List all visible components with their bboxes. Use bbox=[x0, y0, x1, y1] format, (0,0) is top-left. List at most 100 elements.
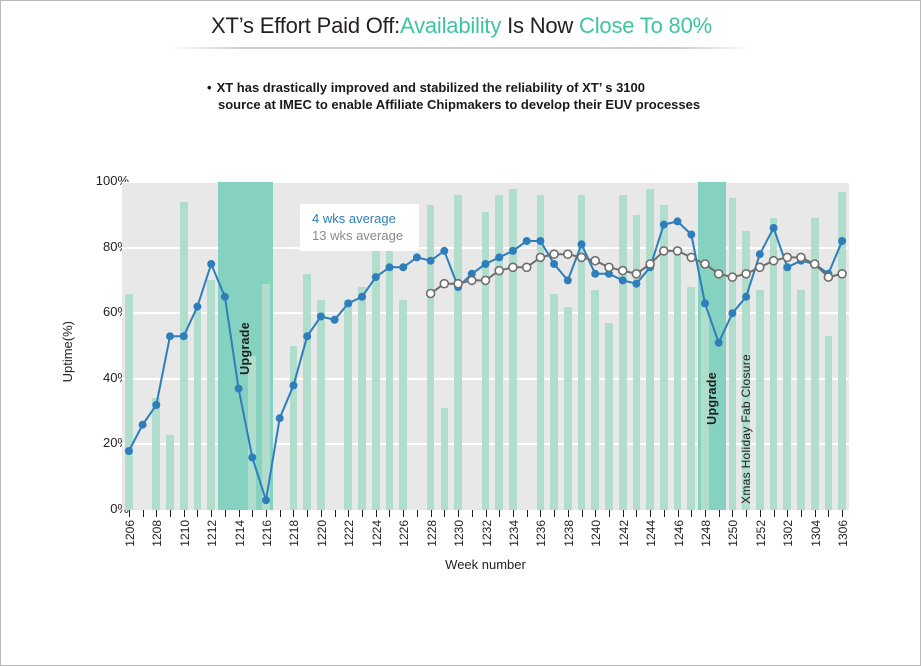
bar bbox=[673, 250, 682, 510]
x-axis-tick bbox=[842, 510, 844, 517]
data-point-marker bbox=[275, 414, 284, 423]
x-axis-tick bbox=[211, 510, 213, 517]
data-point-marker bbox=[536, 237, 545, 245]
bar bbox=[605, 323, 613, 510]
data-point-marker bbox=[576, 252, 587, 263]
data-point-marker bbox=[426, 256, 435, 265]
data-point-marker bbox=[728, 309, 737, 318]
x-axis-tick bbox=[279, 510, 281, 517]
data-point-marker bbox=[453, 278, 463, 289]
x-axis-tick-label: 1206 bbox=[122, 520, 137, 547]
data-point-marker bbox=[138, 420, 147, 429]
line-series-svg bbox=[124, 217, 847, 505]
data-point-marker bbox=[742, 292, 751, 301]
data-point-marker bbox=[591, 269, 600, 278]
data-point-marker bbox=[714, 338, 723, 347]
bar bbox=[317, 300, 325, 510]
x-axis-tick-label: 1228 bbox=[424, 520, 439, 547]
x-axis-tick bbox=[499, 510, 501, 517]
data-point-marker bbox=[508, 262, 518, 273]
data-point-marker bbox=[796, 252, 806, 263]
data-point-marker bbox=[782, 252, 793, 263]
x-axis-tick bbox=[650, 510, 652, 517]
data-point-marker bbox=[124, 447, 133, 455]
data-point-marker bbox=[618, 276, 627, 285]
x-axis-tick bbox=[636, 510, 638, 517]
x-axis-tick bbox=[814, 510, 816, 517]
bar bbox=[248, 355, 257, 510]
data-point-marker bbox=[344, 299, 353, 308]
x-axis-tick bbox=[540, 510, 542, 517]
bar bbox=[152, 398, 161, 510]
x-axis-tick bbox=[828, 510, 830, 517]
bar bbox=[687, 286, 696, 510]
data-point-marker bbox=[838, 237, 847, 245]
bar bbox=[166, 434, 174, 510]
x-axis-tick bbox=[458, 510, 460, 517]
data-point-marker bbox=[207, 260, 216, 268]
y-axis-tick-label: 100% bbox=[95, 173, 129, 188]
data-point-marker bbox=[741, 269, 751, 279]
data-point-marker bbox=[617, 265, 628, 276]
data-point-marker bbox=[727, 272, 738, 282]
x-axis-tick bbox=[430, 510, 432, 517]
data-point-marker bbox=[645, 259, 655, 269]
data-point-marker bbox=[769, 223, 778, 232]
bar bbox=[371, 231, 380, 510]
bar bbox=[125, 293, 133, 510]
data-point-marker bbox=[632, 279, 641, 288]
page-title: XT’s Effort Paid Off:Availability Is Now… bbox=[211, 13, 712, 39]
x-axis-tick-label: 1302 bbox=[781, 520, 796, 547]
bar bbox=[495, 195, 504, 510]
title-accent-availability: Availability bbox=[400, 13, 502, 38]
data-point-marker bbox=[672, 246, 683, 256]
x-axis-tick-label: 1214 bbox=[232, 520, 247, 547]
x-axis-tick-label: 1252 bbox=[753, 520, 768, 547]
x-axis-tick bbox=[595, 510, 597, 517]
bar bbox=[591, 290, 600, 510]
data-point-marker bbox=[481, 260, 490, 268]
data-point-marker bbox=[755, 250, 764, 259]
y-axis-title: Uptime(%) bbox=[60, 321, 75, 383]
x-axis-tick bbox=[759, 510, 761, 517]
bar bbox=[701, 306, 709, 510]
bar bbox=[481, 211, 490, 510]
x-axis-tick-label: 1240 bbox=[589, 520, 604, 547]
data-point-marker bbox=[563, 276, 572, 285]
bar bbox=[838, 191, 846, 510]
x-axis-tick bbox=[170, 510, 171, 517]
x-axis-tick bbox=[526, 510, 528, 517]
x-axis-tick-label: 1242 bbox=[616, 520, 631, 547]
x-axis-tick bbox=[334, 510, 336, 517]
bar bbox=[509, 188, 517, 510]
x-axis-tick bbox=[677, 510, 679, 517]
bar bbox=[632, 214, 641, 510]
data-point-marker bbox=[686, 252, 697, 263]
x-axis-tick-label: 1230 bbox=[452, 520, 467, 547]
x-axis-tick-label: 1210 bbox=[177, 520, 192, 547]
title-part-1: XT’s Effort Paid Off: bbox=[211, 13, 401, 38]
gridline bbox=[122, 182, 849, 183]
data-point-marker bbox=[521, 262, 532, 273]
data-point-marker bbox=[631, 269, 642, 279]
x-axis-tick bbox=[512, 510, 514, 517]
data-point-marker bbox=[837, 269, 847, 279]
x-axis-tick-label: 1244 bbox=[644, 520, 659, 547]
x-axis-tick bbox=[704, 510, 706, 517]
data-point-marker bbox=[494, 265, 505, 276]
title-accent-close-to-80: Close To 80% bbox=[579, 13, 712, 38]
data-point-marker bbox=[358, 292, 366, 301]
x-axis-tick-label: 1238 bbox=[561, 520, 576, 547]
bar bbox=[755, 290, 764, 510]
x-axis-tick-label: 1246 bbox=[671, 520, 686, 547]
x-axis-tick bbox=[128, 510, 130, 517]
data-point-marker bbox=[399, 263, 408, 272]
data-point-marker bbox=[605, 269, 613, 278]
plot-area: Upgrade Upgrade Xmas Holiday Fab Closure 4… bbox=[122, 182, 849, 510]
x-axis-tick bbox=[718, 510, 720, 517]
x-axis-tick-label: 1222 bbox=[342, 520, 357, 547]
data-point-marker bbox=[193, 302, 202, 311]
legend-item-4wks: 4 wks average bbox=[312, 211, 396, 226]
bar bbox=[646, 188, 654, 510]
data-point-marker bbox=[166, 332, 174, 341]
